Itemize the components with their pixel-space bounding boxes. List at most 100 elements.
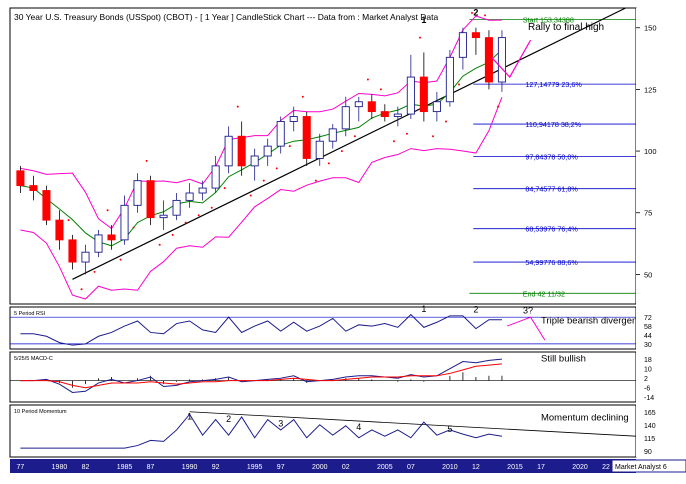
date-axis-label: 2000 <box>312 464 328 471</box>
price-axis-label: 50 <box>644 270 652 279</box>
candle-body <box>367 101 376 113</box>
momentum-annotation: 4 <box>356 422 361 432</box>
macd-axis-label: -6 <box>644 386 650 393</box>
candle-body <box>42 190 51 221</box>
candle-body <box>393 113 402 117</box>
fib-level-label: End 42 11/32 <box>523 289 565 298</box>
uptrend-line <box>72 7 626 280</box>
parabolic-dot <box>158 243 161 246</box>
candle-body <box>68 239 77 263</box>
candle-body <box>406 76 415 115</box>
momentum-annotation: 5 <box>447 424 452 434</box>
candle-body <box>81 251 90 263</box>
watermark-box <box>611 459 686 473</box>
macd-panel <box>9 351 637 403</box>
rsi-axis-label: 30 <box>644 342 652 349</box>
parabolic-dot <box>418 36 421 39</box>
fib-level-label: 54,99776 88,6% <box>525 258 578 267</box>
parabolic-dot <box>80 288 83 291</box>
candle-body <box>276 121 285 147</box>
rsi-axis-label: 44 <box>644 333 652 340</box>
parabolic-dot <box>262 179 265 182</box>
parabolic-dot <box>392 140 395 143</box>
momentum-annotation: 3 <box>278 418 283 428</box>
parabolic-dot <box>471 11 474 14</box>
price-annotation: Rally to final high <box>528 22 604 33</box>
date-axis-label: 82 <box>82 464 90 471</box>
parabolic-dot <box>288 145 291 148</box>
momentum-line <box>20 413 503 449</box>
parabolic-dot <box>327 162 330 165</box>
parabolic-dot <box>171 233 174 236</box>
parabolic-dot <box>119 258 122 261</box>
date-axis-label: 87 <box>147 464 155 471</box>
price-axis-label: 75 <box>644 209 652 218</box>
date-axis-label: 07 <box>407 464 415 471</box>
parabolic-dot <box>431 135 434 138</box>
candle-body <box>107 234 116 241</box>
rsi-panel <box>9 306 637 350</box>
momentum-panel-label: 10 Period Momentum <box>14 409 67 415</box>
date-axis-label: 97 <box>277 464 285 471</box>
parabolic-dot <box>145 159 148 162</box>
watermark: Market Analyst 6 <box>615 464 667 471</box>
parabolic-dot <box>132 226 135 229</box>
macd-axis-label: 2 <box>644 376 648 383</box>
macd-line <box>20 358 502 393</box>
momentum-plot: 1 2 3 4 5 Momentum declining <box>20 411 637 449</box>
rsi-plot: 1 2 3? Triple bearish divergence? <box>10 304 653 346</box>
parabolic-dot <box>458 83 461 86</box>
candle-body <box>224 135 233 167</box>
rsi-annotation: 2 <box>473 305 478 315</box>
parabolic-dot <box>405 132 408 135</box>
candle-body <box>432 101 441 113</box>
candle-body <box>120 204 129 241</box>
rally-arrow <box>491 39 532 79</box>
candle-body <box>159 214 168 219</box>
macd-annotation: Still bullish <box>541 354 586 365</box>
parabolic-dot <box>353 135 356 138</box>
candle-body <box>289 116 298 122</box>
date-axis-label: 12 <box>472 464 480 471</box>
rsi-divergence-arrow <box>506 316 546 341</box>
price-axis-label: 100 <box>644 147 657 156</box>
rsi-line <box>20 313 502 346</box>
fib-level-label: 97,84378 50,0% <box>525 152 578 161</box>
date-axis-bar <box>10 459 636 473</box>
macd-panel-label: 5/25/5 MACD-C <box>14 356 53 362</box>
candle-body <box>328 128 337 142</box>
momentum-axis-label: 140 <box>644 423 656 430</box>
fib-level-label: 127,14779 23,6% <box>525 80 582 89</box>
parabolic-dot <box>106 209 109 212</box>
rsi-annotation: 1 <box>421 304 426 314</box>
rsi-panel-label: 5 Period RSI <box>14 311 46 317</box>
date-axis-label: 2020 <box>572 464 588 471</box>
macd-axis-label: 10 <box>644 367 652 374</box>
candle-body <box>471 32 480 39</box>
candle-body <box>237 135 246 167</box>
parabolic-dot <box>223 187 226 190</box>
macd-plot: Still bullish <box>10 354 636 393</box>
momentum-annotation: Momentum declining <box>541 413 629 424</box>
momentum-trendline <box>189 411 637 437</box>
parabolic-dot <box>301 95 304 98</box>
rsi-axis-label: 72 <box>644 315 652 322</box>
parabolic-dot <box>197 214 200 217</box>
parabolic-dot <box>484 14 487 17</box>
fib-level-label: 84,74577 61,8% <box>525 185 578 194</box>
candle-body <box>133 180 142 206</box>
momentum-annotation: 1 <box>187 412 192 422</box>
parabolic-dot <box>314 179 317 182</box>
parabolic-dot <box>67 219 70 222</box>
fib-level-label: Start 153,34388 <box>523 15 574 24</box>
momentum-annotation: 2 <box>226 414 231 424</box>
parabolic-dot <box>340 150 343 153</box>
parabolic-dot <box>184 221 187 224</box>
rsi-annotation: Triple bearish divergence? <box>541 316 653 327</box>
chart-title: 30 Year U.S. Treasury Bonds (USSpot) (CB… <box>14 12 438 22</box>
candle-body <box>94 234 103 253</box>
price-axis-label: 125 <box>644 85 657 94</box>
candle-body <box>497 37 506 83</box>
candle-body <box>419 76 428 113</box>
